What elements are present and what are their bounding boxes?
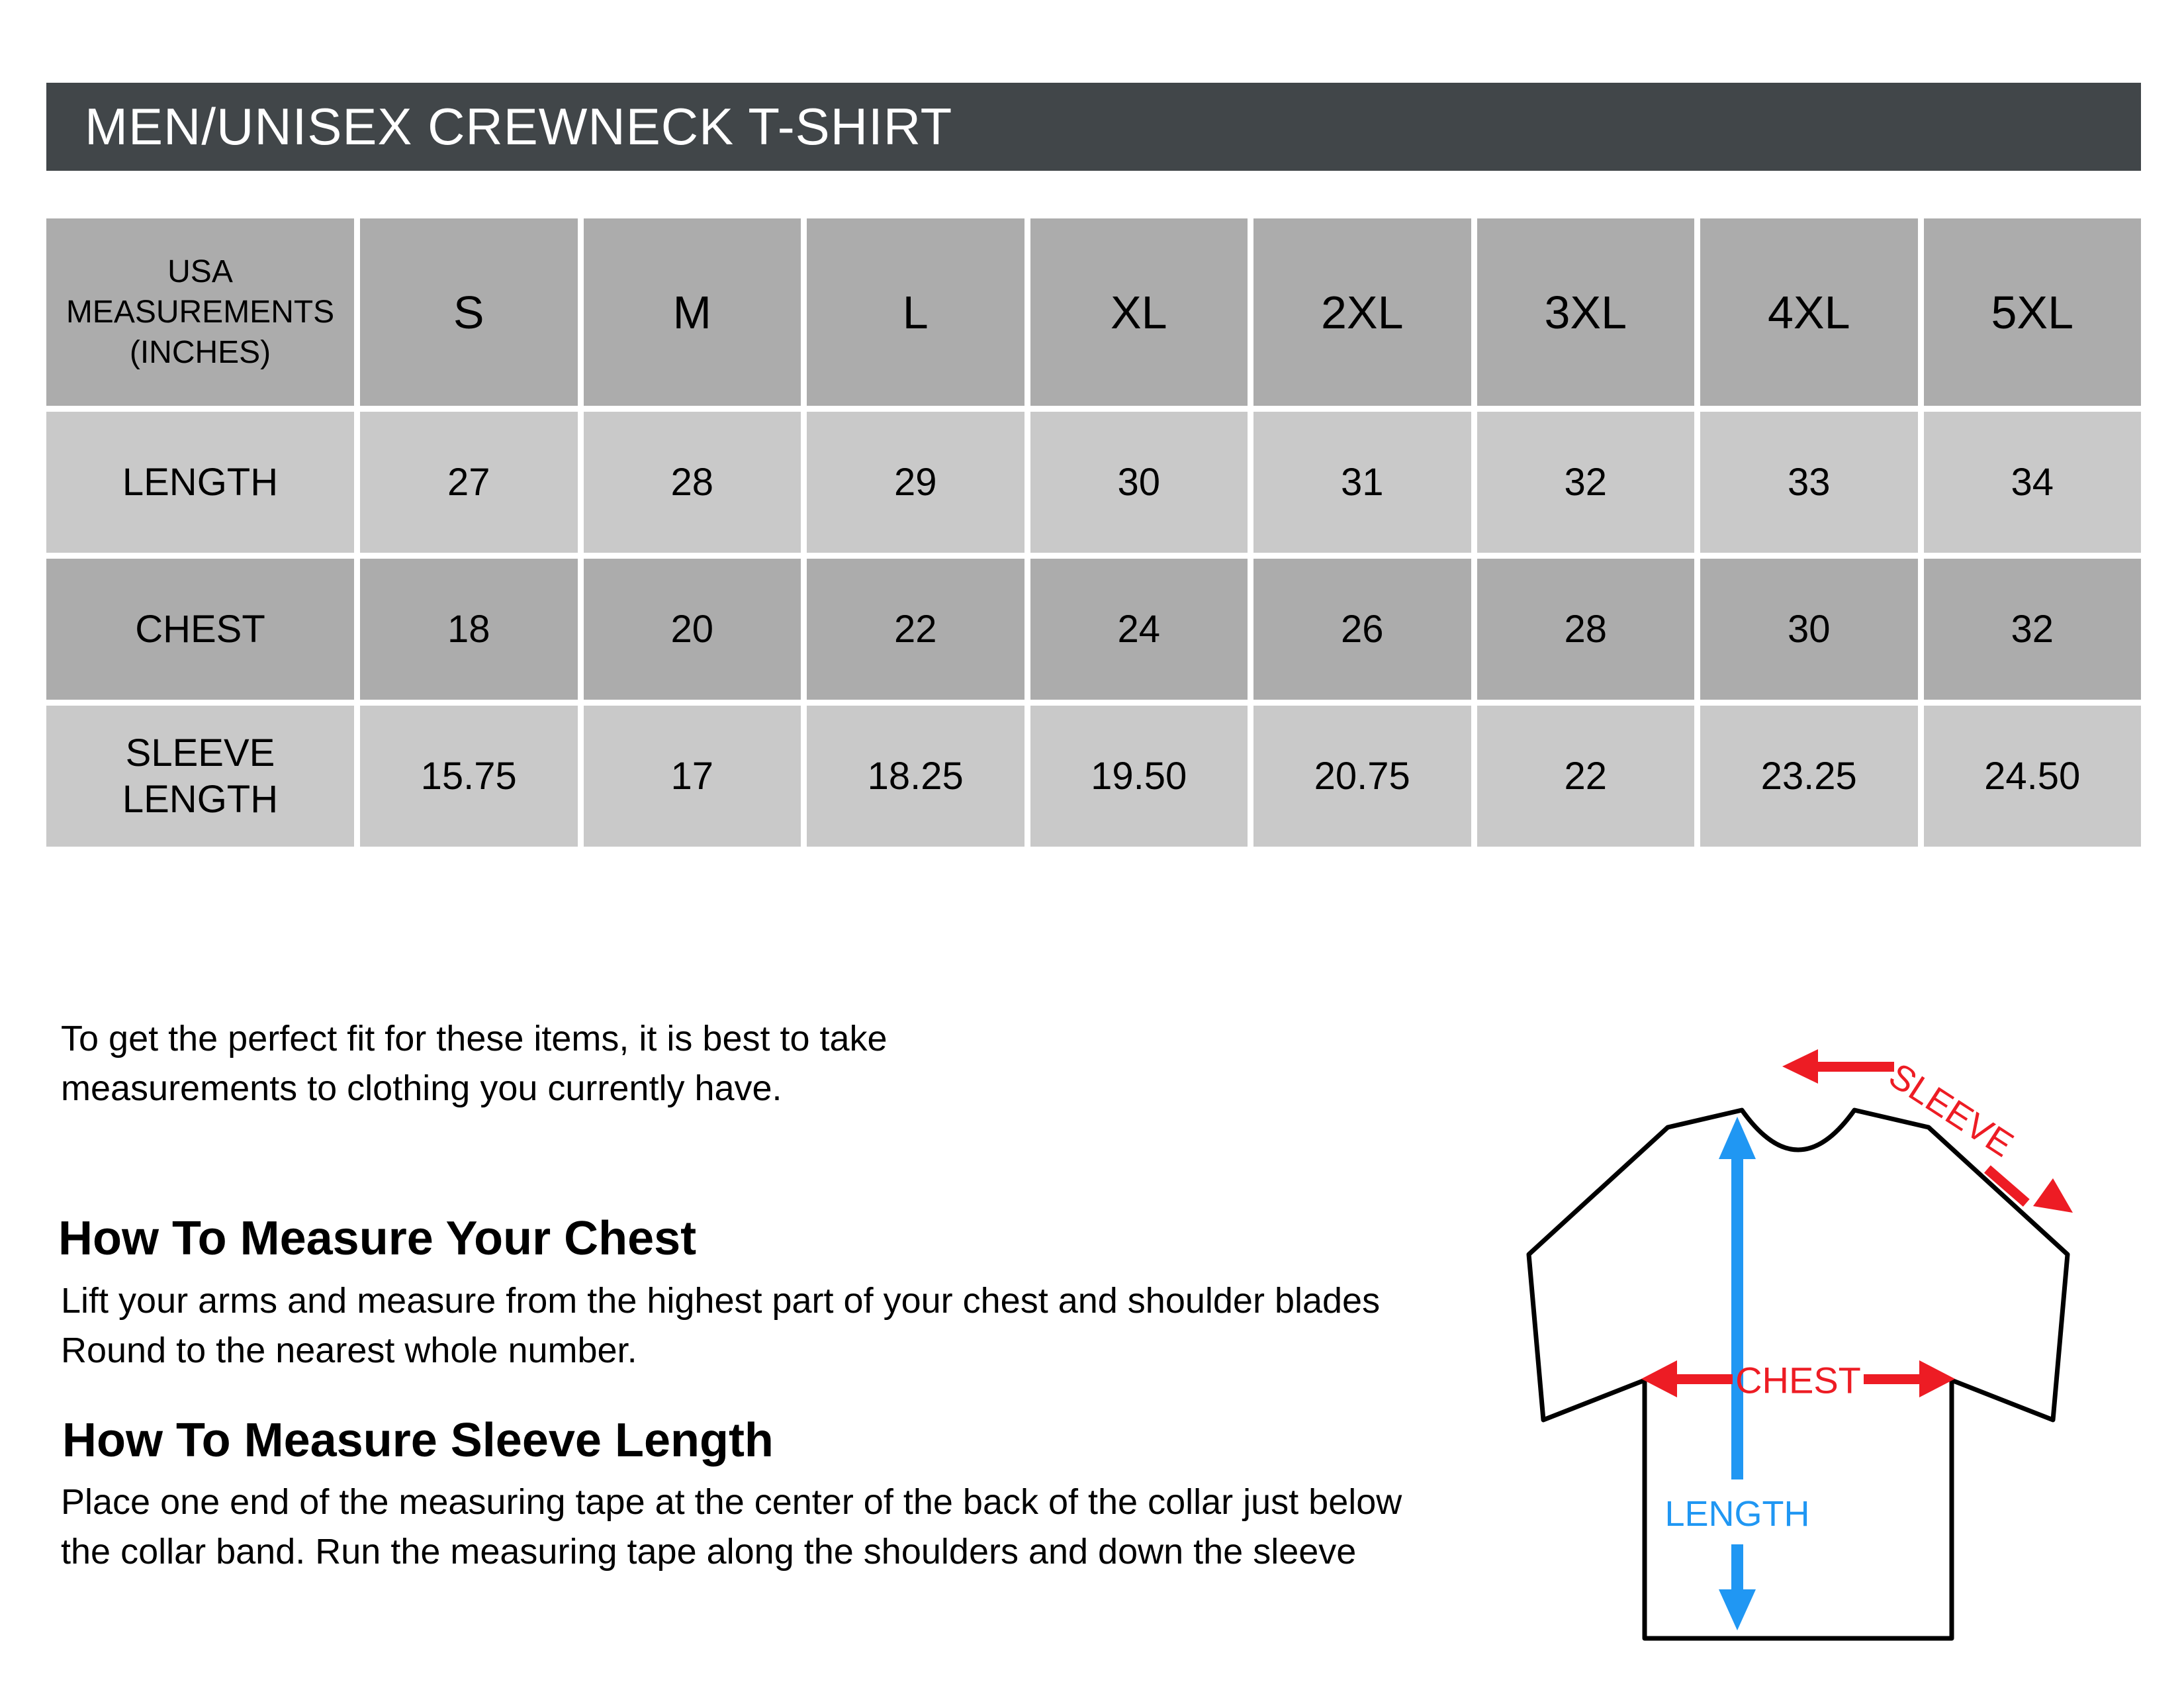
- chest-value-5xl: 32: [1923, 559, 2141, 700]
- sleeve-line-2: the collar band. Run the measuring tape …: [61, 1532, 1357, 1571]
- length-arrow: [1719, 1117, 1756, 1630]
- length-value-3xl: 32: [1477, 412, 1694, 553]
- sleeve-section-paragraph: Place one end of the measuring tape at t…: [61, 1477, 1402, 1577]
- size-chart-table: USA MEASUREMENTS (INCHES) S M L XL 2XL 3…: [46, 218, 2141, 847]
- column-header-l: L: [807, 218, 1024, 406]
- column-header-xl: XL: [1030, 218, 1248, 406]
- sleeve-value-m: 17: [583, 706, 801, 847]
- corner-header-cell: USA MEASUREMENTS (INCHES): [46, 218, 354, 406]
- intro-line-1: To get the perfect fit for these items, …: [61, 1019, 887, 1058]
- tshirt-outline: [1526, 1107, 2070, 1641]
- row-label-chest: CHEST: [46, 559, 354, 700]
- tshirt-measurement-diagram: LENGTH CHEST SLEEVE: [1526, 1049, 2073, 1641]
- column-header-s: S: [360, 218, 578, 406]
- length-label: LENGTH: [1664, 1494, 1809, 1534]
- sleeve-value-l: 18.25: [807, 706, 1024, 847]
- length-value-2xl: 31: [1253, 412, 1471, 553]
- column-header-m: M: [583, 218, 801, 406]
- corner-line-2: MEASUREMENTS: [66, 295, 335, 330]
- column-header-5xl: 5XL: [1923, 218, 2141, 406]
- chest-value-4xl: 30: [1700, 559, 1918, 700]
- sleeve-arrow: [1782, 1049, 2073, 1213]
- sleeve-value-4xl: 23.25: [1700, 706, 1918, 847]
- chest-arrow: [1641, 1360, 1955, 1397]
- column-header-3xl: 3XL: [1477, 218, 1694, 406]
- column-header-4xl: 4XL: [1700, 218, 1918, 406]
- chest-line-1: Lift your arms and measure from the high…: [61, 1281, 1381, 1321]
- sleeve-line-1: Place one end of the measuring tape at t…: [61, 1482, 1402, 1522]
- sleeve-value-s: 15.75: [360, 706, 578, 847]
- sleeve-value-3xl: 22: [1477, 706, 1694, 847]
- length-value-5xl: 34: [1923, 412, 2141, 553]
- sleeve-value-5xl: 24.50: [1923, 706, 2141, 847]
- header-bar: MEN/UNISEX CREWNECK T-SHIRT: [46, 83, 2141, 171]
- corner-line-3: (INCHES): [129, 335, 271, 370]
- corner-line-1: USA: [167, 254, 233, 289]
- chest-value-xl: 24: [1030, 559, 1248, 700]
- chest-section-heading: How To Measure Your Chest: [58, 1212, 697, 1265]
- intro-line-2: measurements to clothing you currently h…: [61, 1068, 782, 1108]
- intro-paragraph: To get the perfect fit for these items, …: [61, 1014, 887, 1113]
- length-value-m: 28: [583, 412, 801, 553]
- chest-line-2: Round to the nearest whole number.: [61, 1331, 637, 1370]
- page-title: MEN/UNISEX CREWNECK T-SHIRT: [85, 97, 953, 156]
- chest-value-2xl: 26: [1253, 559, 1471, 700]
- length-value-l: 29: [807, 412, 1024, 553]
- chest-value-l: 22: [807, 559, 1024, 700]
- chest-value-3xl: 28: [1477, 559, 1694, 700]
- row-label-sleeve-length: SLEEVE LENGTH: [46, 706, 354, 847]
- sleeve-section-heading: How To Measure Sleeve Length: [62, 1414, 774, 1467]
- length-value-4xl: 33: [1700, 412, 1918, 553]
- sleeve-value-xl: 19.50: [1030, 706, 1248, 847]
- chest-value-m: 20: [583, 559, 801, 700]
- sleeve-value-2xl: 20.75: [1253, 706, 1471, 847]
- chest-label: CHEST: [1735, 1360, 1861, 1401]
- row-label-length: LENGTH: [46, 412, 354, 553]
- column-header-2xl: 2XL: [1253, 218, 1471, 406]
- chest-value-s: 18: [360, 559, 578, 700]
- length-value-xl: 30: [1030, 412, 1248, 553]
- length-value-s: 27: [360, 412, 578, 553]
- chest-section-paragraph: Lift your arms and measure from the high…: [61, 1276, 1380, 1376]
